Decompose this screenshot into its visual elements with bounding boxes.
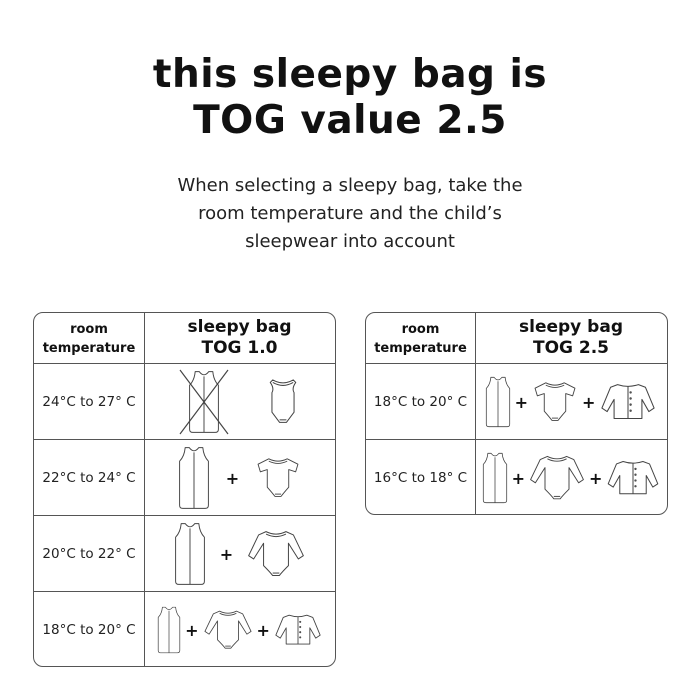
- cardigan-icon: [275, 614, 321, 645]
- header-bag-line-1: sleepy bag: [187, 317, 292, 337]
- sleeping-bag-icon: [157, 606, 181, 654]
- subtitle-line-2: room temperature and the child’s: [198, 203, 502, 224]
- table-header: room temperature sleepy bag TOG 1.0: [34, 313, 335, 363]
- header-sleepy-bag: sleepy bag TOG 1.0: [144, 313, 335, 359]
- long-sleeve-bodysuit-icon: [203, 610, 252, 649]
- sleeping-bag-icon: [482, 452, 507, 504]
- table-row: 24°C to 27° C: [34, 363, 335, 440]
- column-divider: [144, 313, 145, 666]
- header-bag-line-1: sleepy bag: [519, 317, 623, 337]
- short-sleeve-bodysuit-icon: [534, 382, 576, 421]
- cardigan-icon: [608, 460, 659, 495]
- header-sleepy-bag: sleepy bag TOG 2.5: [475, 313, 667, 359]
- tog-1-0-table: room temperature sleepy bag TOG 1.0 24°C…: [33, 312, 336, 667]
- long-sleeve-bodysuit-icon: [248, 531, 305, 577]
- title-line-1: this sleepy bag is: [152, 52, 548, 97]
- temperature-range: 20°C to 22° C: [42, 546, 136, 562]
- sleeping-bag-icon: [178, 447, 209, 509]
- header-temp-line-1: room: [70, 322, 108, 337]
- temperature-range: 18°C to 20° C: [373, 394, 468, 410]
- plus-sign: +: [225, 468, 240, 488]
- header-room-temperature: room temperature: [34, 313, 144, 358]
- plus-sign: +: [514, 392, 528, 412]
- header-temp-line-2: temperature: [42, 341, 136, 356]
- cardigan-icon: [601, 384, 656, 420]
- plus-sign: +: [185, 620, 199, 640]
- temperature-range: 16°C to 18° C: [373, 470, 468, 486]
- sleeping-bag-icon: [485, 376, 510, 428]
- subtitle-line-1: When selecting a sleepy bag, take the: [177, 175, 523, 196]
- tog-2-5-table: room temperature sleepy bag TOG 2.5 18°C…: [365, 312, 668, 515]
- table-row: 22°C to 24° C +: [34, 439, 335, 516]
- plus-sign: +: [511, 468, 525, 488]
- header-room-temperature: room temperature: [366, 313, 475, 358]
- header-bag-line-2: TOG 2.5: [532, 338, 610, 358]
- table-header: room temperature sleepy bag TOG 2.5: [366, 313, 667, 363]
- temperature-range: 18°C to 20° C: [42, 622, 136, 638]
- column-divider: [475, 313, 476, 514]
- header-temp-line-1: room: [401, 322, 440, 337]
- title-line-2: TOG value 2.5: [193, 98, 507, 143]
- sleeping-bag-crossed-icon: [179, 369, 228, 435]
- table-row: 16°C to 18° C + +: [366, 439, 667, 516]
- temperature-range: 24°C to 27° C: [42, 394, 136, 410]
- long-sleeve-bodysuit-icon: [530, 455, 584, 500]
- table-row: 18°C to 20° C + +: [366, 363, 667, 440]
- sleeveless-bodysuit-icon: [269, 379, 296, 423]
- page-title: this sleepy bag is TOG value 2.5: [0, 52, 700, 144]
- plus-sign: +: [219, 544, 234, 564]
- plus-sign: +: [582, 392, 596, 412]
- sleeping-bag-icon: [174, 523, 205, 585]
- subtitle-line-3: sleepwear into account: [245, 231, 455, 252]
- table-row: 20°C to 22° C +: [34, 515, 335, 592]
- table-row: 18°C to 20° C + +: [34, 591, 335, 668]
- subtitle: When selecting a sleepy bag, take the ro…: [0, 172, 700, 256]
- header-bag-line-2: TOG 1.0: [201, 338, 278, 358]
- plus-sign: +: [589, 468, 603, 488]
- temperature-range: 22°C to 24° C: [42, 470, 136, 486]
- short-sleeve-bodysuit-icon: [257, 458, 299, 497]
- plus-sign: +: [256, 620, 270, 640]
- header-temp-line-2: temperature: [374, 341, 467, 356]
